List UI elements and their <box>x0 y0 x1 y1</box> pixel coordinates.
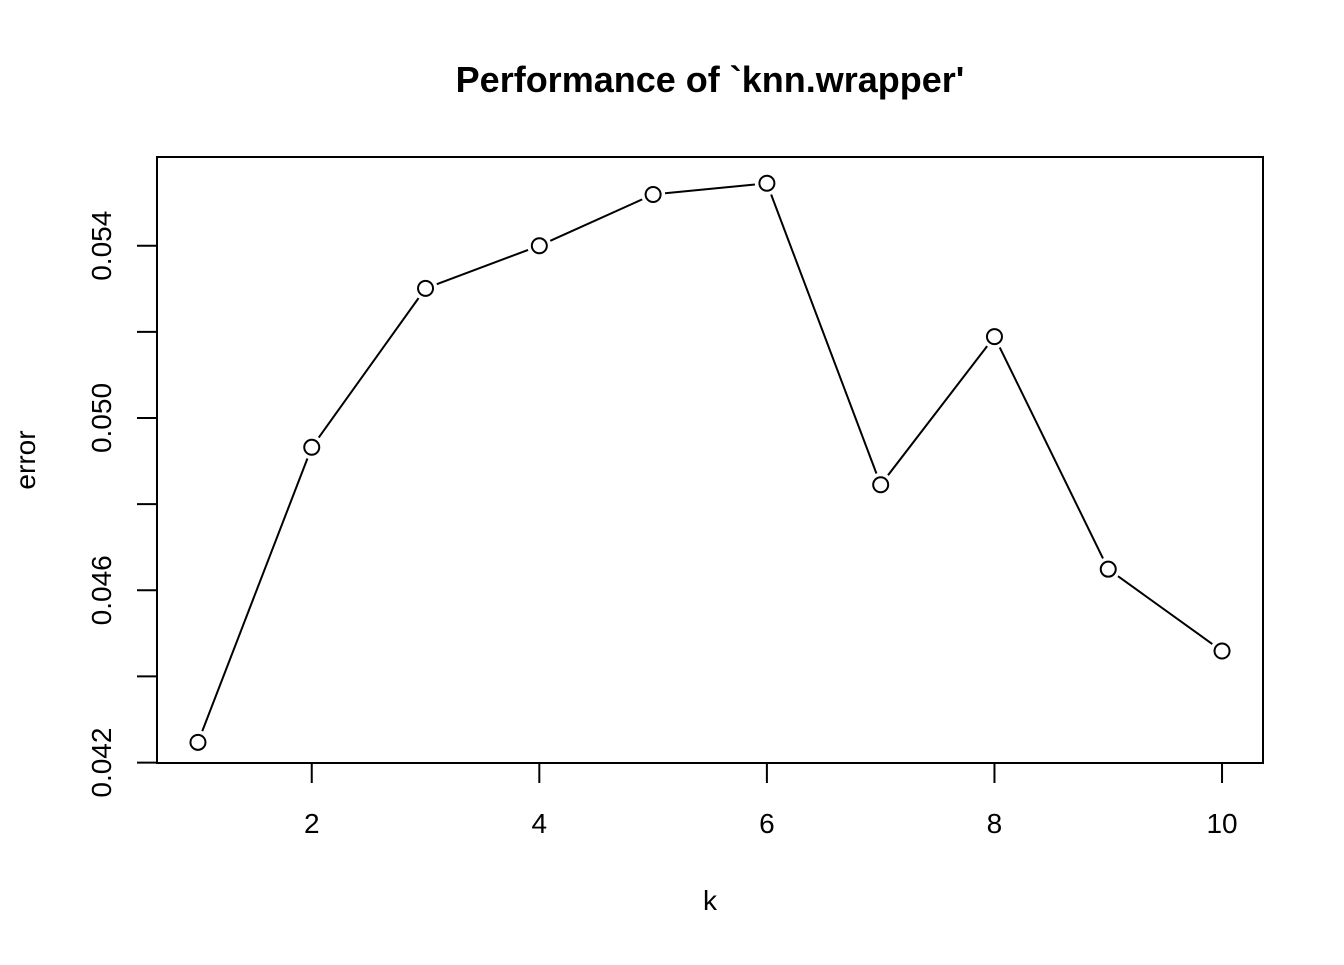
series-line-segment <box>317 297 420 439</box>
data-point <box>530 237 548 255</box>
y-tick-label: 0.042 <box>86 728 117 798</box>
data-point <box>1099 560 1117 578</box>
series-line-segment <box>664 183 756 195</box>
series-line-segment <box>201 458 309 732</box>
y-tick-label: 0.046 <box>86 555 117 625</box>
y-tick-label: 0.054 <box>86 211 117 281</box>
x-tick-label: 6 <box>759 808 775 839</box>
series-line-segment <box>770 194 878 474</box>
x-tick-label: 10 <box>1206 808 1237 839</box>
plot-frame <box>156 156 1264 764</box>
y-axis-label: error <box>10 430 41 489</box>
series-line-segment <box>998 346 1104 559</box>
series-line-segment <box>887 345 988 476</box>
x-tick-label: 4 <box>532 808 548 839</box>
data-point <box>758 174 776 192</box>
chart-title: Performance of `knn.wrapper' <box>456 59 965 100</box>
series-layer <box>189 174 1231 751</box>
series-line-segment <box>1117 575 1213 645</box>
data-point <box>1213 642 1231 660</box>
series-line-segment <box>549 198 643 242</box>
data-point <box>985 328 1003 346</box>
data-point <box>303 438 321 456</box>
data-point <box>189 733 207 751</box>
data-point <box>644 185 662 203</box>
data-point <box>417 279 435 297</box>
x-axis-label: k <box>703 885 718 916</box>
series-line-segment <box>436 248 529 286</box>
x-tick-label: 2 <box>304 808 320 839</box>
x-tick-label: 8 <box>987 808 1003 839</box>
data-point <box>872 476 890 494</box>
y-axis: 0.042 0.046 0.050 0.054 <box>86 211 158 798</box>
x-axis: 2 4 6 8 10 <box>304 762 1238 839</box>
y-tick-label: 0.050 <box>86 383 117 453</box>
